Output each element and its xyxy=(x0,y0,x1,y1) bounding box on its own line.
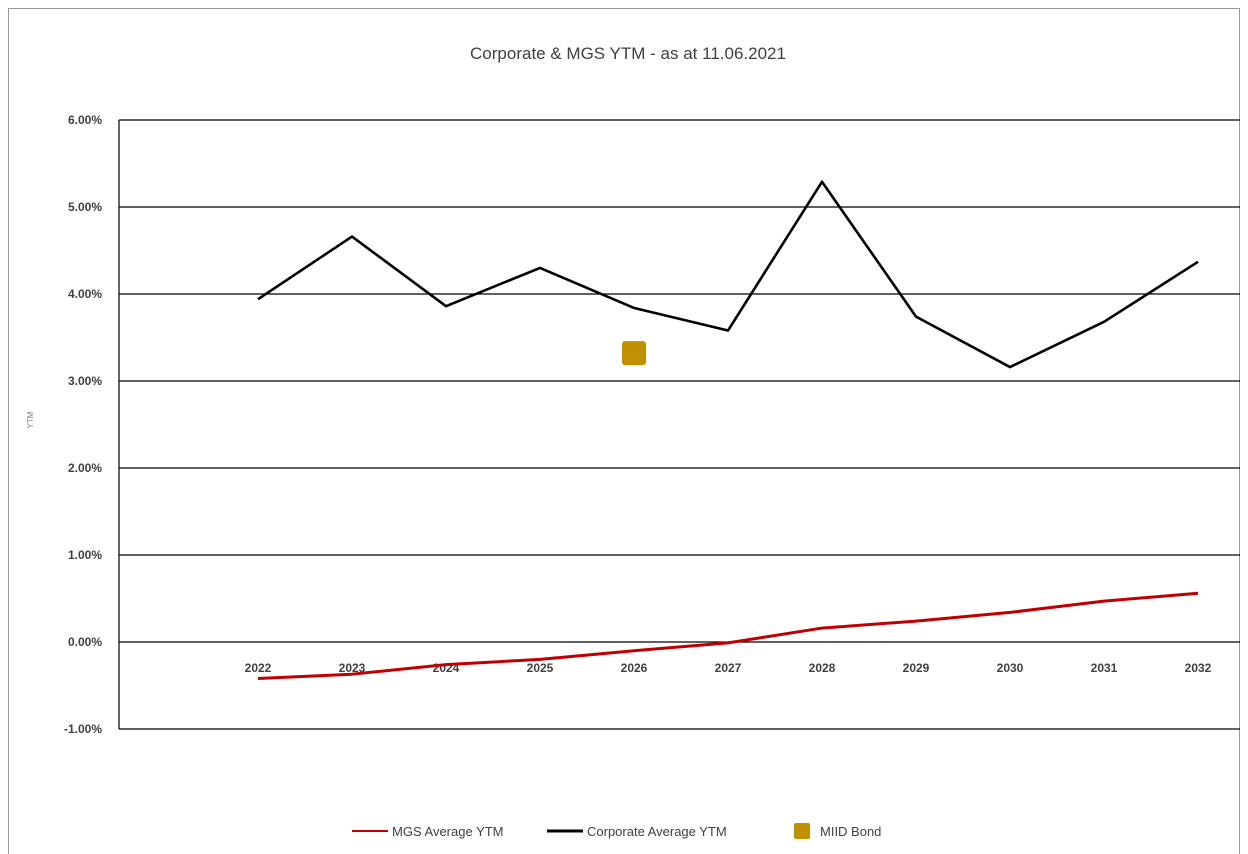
y-tick-labels: -1.00% 0.00% 1.00% 2.00% 3.00% 4.00% 5.00% 6.00… xyxy=(64,113,102,736)
x-tick-label: 2031 xyxy=(1091,661,1118,675)
x-tick-labels: 2022 2023 2024 2025 2026 2027 2028 2029 2030 2031… xyxy=(245,661,1212,675)
x-tick-label: 2028 xyxy=(809,661,836,675)
x-tick-label: 2027 xyxy=(715,661,742,675)
chart-frame xyxy=(8,8,1240,854)
x-tick-label: 2029 xyxy=(903,661,930,675)
data-point-marker xyxy=(622,341,646,366)
gridlines xyxy=(118,119,1240,730)
y-tick-label: -1.00% xyxy=(64,722,102,736)
legend: MGS Average YTM Corporate Average YTM MIID… xyxy=(352,823,881,839)
y-axis-label: YTM xyxy=(26,411,35,428)
chart-title: Corporate & MGS YTM - as at 11.06.2021 xyxy=(470,44,786,63)
x-tick-label: 2022 xyxy=(245,661,272,675)
legend-label: MIID Bond xyxy=(820,824,881,839)
y-tick-label: 1.00% xyxy=(68,548,102,562)
series-layer xyxy=(257,180,1199,681)
y-tick-label: 4.00% xyxy=(68,287,102,301)
x-tick-label: 2026 xyxy=(621,661,648,675)
x-tick-label: 2023 xyxy=(339,661,366,675)
series-line xyxy=(257,591,1199,681)
y-tick-label: 2.00% xyxy=(68,461,102,475)
x-tick-label: 2030 xyxy=(997,661,1024,675)
y-tick-label: 3.00% xyxy=(68,374,102,388)
legend-label: MGS Average YTM xyxy=(392,824,504,839)
y-tick-label: 5.00% xyxy=(68,200,102,214)
x-tick-label: 2025 xyxy=(527,661,554,675)
y-tick-label: 6.00% xyxy=(68,113,102,127)
legend-label: Corporate Average YTM xyxy=(587,824,727,839)
x-tick-label: 2032 xyxy=(1185,661,1212,675)
series-line xyxy=(257,180,1199,369)
legend-swatch xyxy=(794,823,810,839)
y-tick-label: 0.00% xyxy=(68,635,102,649)
